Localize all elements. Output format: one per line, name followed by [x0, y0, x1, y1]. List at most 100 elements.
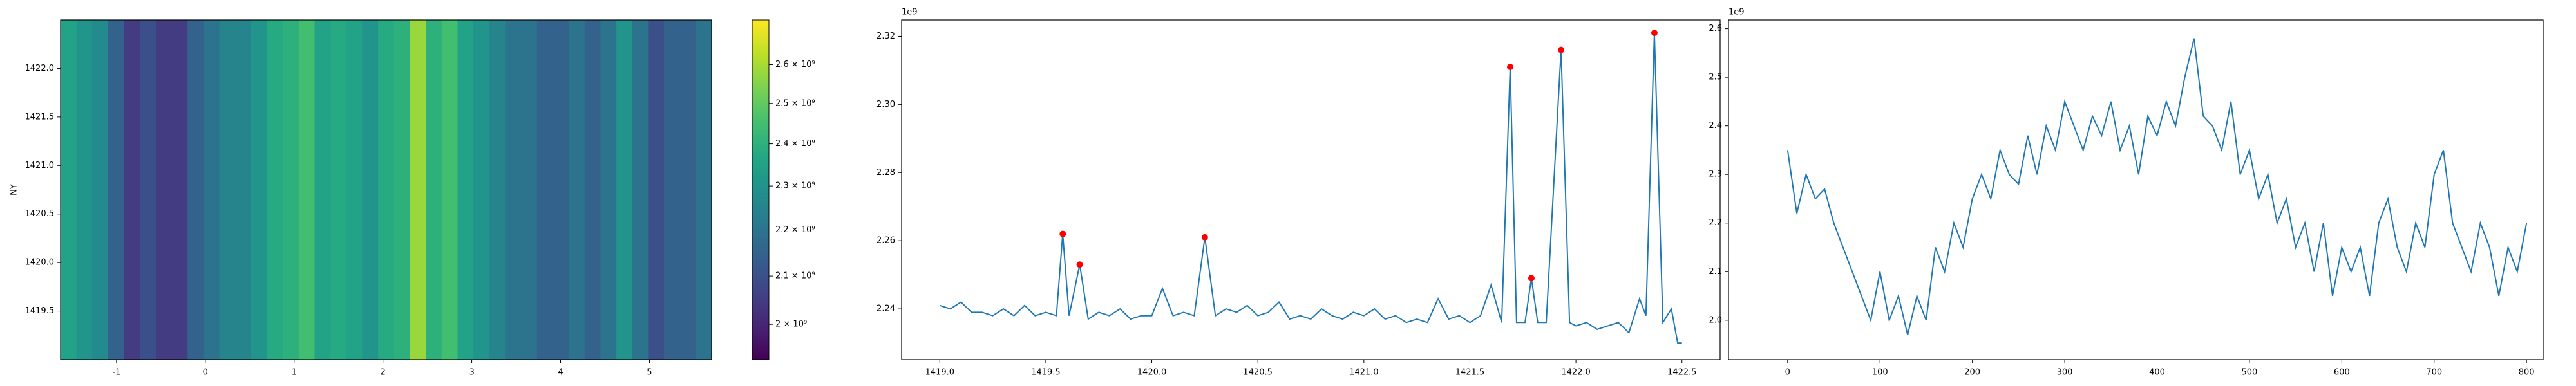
colorbar-segment: [752, 120, 769, 122]
peak-marker: [1201, 234, 1208, 241]
colorbar-segment: [752, 149, 769, 151]
colorbar-segment: [752, 276, 769, 279]
colorbar-segment: [752, 86, 769, 89]
colorbar-segment: [752, 135, 769, 138]
colorbar-segment: [752, 264, 769, 267]
colorbar-segment: [752, 344, 769, 347]
colorbar-segment: [752, 222, 769, 225]
colorbar-segment: [752, 220, 769, 223]
data-line: [1786, 38, 2528, 335]
colorbar-segment: [752, 59, 769, 61]
heatmap-cell: [648, 20, 665, 360]
colorbar-segment: [752, 213, 769, 216]
colorbar-tick-label: 2.3 × 10⁹: [775, 181, 815, 191]
colorbar-segment: [752, 259, 769, 262]
colorbar-segment: [752, 230, 769, 233]
colorbar-segment: [752, 232, 769, 235]
colorbar-segment: [752, 235, 769, 238]
colorbar-segment: [752, 32, 769, 34]
colorbar-segment: [752, 147, 769, 150]
heatmap-cell: [251, 20, 268, 360]
colorbar-segment: [752, 315, 769, 318]
colorbar-segment: [752, 82, 769, 85]
colorbar-segment: [752, 266, 769, 268]
colorbar-segment: [752, 305, 769, 308]
heatmap-cell: [679, 20, 696, 360]
colorbar-segment: [752, 33, 769, 36]
colorbar-segment: [752, 291, 769, 294]
colorbar-segment: [752, 298, 769, 301]
colorbar-segment: [752, 212, 769, 214]
colorbar-segment: [752, 26, 769, 29]
axes-frame: [1728, 19, 2544, 360]
colorbar-segment: [752, 310, 769, 313]
x-tick-label: 2: [381, 368, 386, 378]
colorbar-segment: [752, 74, 769, 77]
colorbar-segment: [752, 66, 769, 68]
peak-marker: [1507, 64, 1514, 71]
colorbar-tick-label: 2.2 × 10⁹: [775, 225, 815, 235]
x-tick-label: 5: [647, 368, 652, 378]
x-tick-label: 500: [2241, 368, 2257, 378]
colorbar-segment: [752, 196, 769, 199]
colorbar-segment: [752, 308, 769, 311]
colorbar-segment: [752, 186, 769, 188]
colorbar-segment: [752, 339, 769, 342]
colorbar-segment: [752, 133, 769, 136]
colorbar-segment: [752, 172, 769, 175]
x-tick-label: 1421.5: [1455, 368, 1485, 378]
colorbar-segment: [752, 35, 769, 37]
colorbar-segment: [752, 157, 769, 160]
colorbar-segment: [752, 358, 769, 360]
heatmap-cell: [696, 20, 712, 360]
colorbar-segment: [752, 167, 769, 170]
colorbar-segment: [752, 191, 769, 194]
x-tick-label: 700: [2426, 368, 2442, 378]
colorbar-segment: [752, 353, 769, 355]
peak-marker: [1651, 30, 1658, 37]
colorbar-segment: [752, 340, 769, 344]
colorbar-segment: [752, 185, 769, 187]
peak-marker: [1059, 230, 1066, 237]
x-tick-label: 0: [203, 368, 208, 378]
colorbar-segment: [752, 152, 769, 155]
x-tick-label: 1420.0: [1137, 368, 1167, 378]
colorbar-segment: [752, 317, 769, 320]
colorbar-segment: [752, 217, 769, 219]
colorbar-segment: [752, 159, 769, 161]
heatmap-cell: [489, 20, 506, 360]
heatmap-cell: [314, 20, 331, 360]
colorbar-segment: [752, 48, 769, 51]
colorbar-segment: [752, 279, 769, 282]
heatmap-cell: [61, 20, 77, 360]
colorbar-segment: [752, 113, 769, 116]
y-tick-label: 2.30: [876, 100, 895, 109]
colorbar-segment: [752, 215, 769, 217]
peak-marker: [1558, 46, 1565, 53]
peak-marker: [1076, 261, 1083, 268]
colorbar-segment: [752, 275, 769, 277]
axes-frame: [901, 19, 1721, 360]
colorbar-segment: [752, 270, 769, 272]
colorbar-segment: [752, 300, 769, 302]
colorbar-segment: [752, 87, 769, 90]
x-tick-label: 200: [1964, 368, 1980, 378]
colorbar-segment: [752, 69, 769, 71]
y-tick-label: 1420.5: [25, 209, 55, 219]
colorbar-segment: [752, 293, 769, 296]
y-tick-label: 2.32: [876, 32, 895, 41]
colorbar-segment: [752, 322, 769, 325]
heatmap-cell: [553, 20, 569, 360]
colorbar-segment: [752, 130, 769, 133]
colorbar-segment: [752, 55, 769, 58]
colorbar-segment: [752, 324, 769, 326]
colorbar-segment: [752, 30, 769, 32]
colorbar-segment: [752, 234, 769, 236]
colorbar-segment: [752, 23, 769, 26]
x-tick-label: 600: [2334, 368, 2350, 378]
colorbar-segment: [752, 28, 769, 31]
colorbar-segment: [752, 312, 769, 315]
colorbar-segment: [752, 108, 769, 111]
colorbar-segment: [752, 284, 769, 287]
colorbar-segment: [752, 67, 769, 70]
